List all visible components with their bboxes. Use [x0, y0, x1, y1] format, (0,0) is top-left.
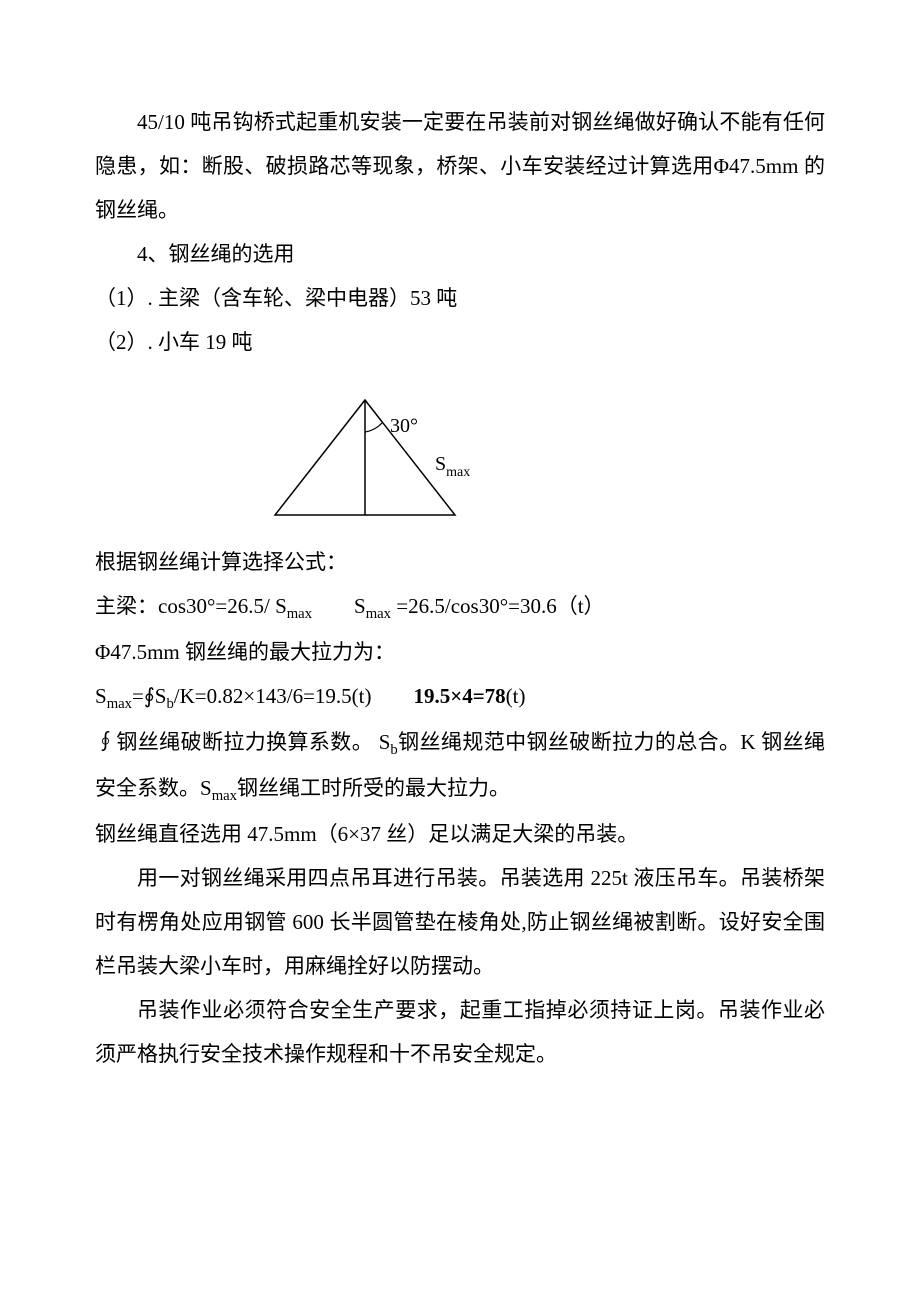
safety-requirements: 吊装作业必须符合安全生产要求，起重工指掉必须持证上岗。吊装作业必须严格执行安全技… — [95, 988, 825, 1076]
formula-max-tension-intro: Φ47.5mm 钢丝绳的最大拉力为： — [95, 630, 825, 674]
triangle-svg: 30° Smax — [255, 390, 515, 525]
paragraph-intro: 45/10 吨吊钩桥式起重机安装一定要在吊装前对钢丝绳做好确认不能有任何隐患，如… — [95, 100, 825, 232]
rope-diameter-conclusion: 钢丝绳直径选用 47.5mm（6×37 丝）足以满足大梁的吊装。 — [95, 812, 825, 856]
formula-intro: 根据钢丝绳计算选择公式： — [95, 540, 825, 584]
angle-label: 30° — [390, 415, 418, 437]
formula-main-beam: 主梁：cos30°=26.5/ Smax Smax =26.5/cos30°=3… — [95, 584, 825, 630]
symbol-definitions: ∮钢丝绳破断拉力换算系数。 Sb钢丝绳规范中钢丝破断拉力的总合。K 钢丝绳安全系… — [95, 720, 825, 812]
triangle-diagram: 30° Smax — [255, 390, 515, 525]
heading-4: 4、钢丝绳的选用 — [95, 232, 825, 276]
side-label: Smax — [435, 453, 470, 480]
lifting-procedure: 用一对钢丝绳采用四点吊耳进行吊装。吊装选用 225t 液压吊车。吊装桥架时有楞角… — [95, 856, 825, 988]
item-2: （2）. 小车 19 吨 — [95, 320, 825, 364]
angle-arc — [365, 423, 382, 432]
result-bold: 19.5×4=78 — [413, 684, 505, 708]
formula-smax: Smax=∮Sb/K=0.82×143/6=19.5(t) 19.5×4=78(… — [95, 674, 825, 720]
item-1: （1）. 主梁（含车轮、梁中电器）53 吨 — [95, 276, 825, 320]
document-page: 45/10 吨吊钩桥式起重机安装一定要在吊装前对钢丝绳做好确认不能有任何隐患，如… — [0, 0, 920, 1177]
